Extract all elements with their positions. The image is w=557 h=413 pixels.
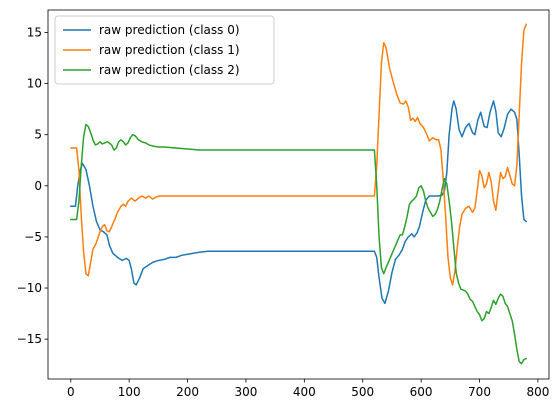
y-tick-label: −5 bbox=[24, 230, 42, 244]
y-axis: −15 −10 −5 0 5 10 15 bbox=[17, 25, 48, 346]
x-tick-label: 800 bbox=[526, 385, 549, 399]
x-tick-label: 500 bbox=[351, 385, 374, 399]
y-tick-label: 10 bbox=[27, 77, 42, 91]
axes-frame bbox=[47, 9, 550, 380]
legend-label-class-1: raw prediction (class 1) bbox=[99, 43, 240, 57]
x-tick-label: 700 bbox=[468, 385, 491, 399]
legend-label-class-0: raw prediction (class 0) bbox=[99, 23, 240, 37]
y-tick-label: 5 bbox=[34, 128, 42, 142]
series-layer bbox=[70, 23, 527, 365]
x-tick-label: 200 bbox=[176, 385, 199, 399]
y-tick-label: 0 bbox=[34, 179, 42, 193]
y-tick-label: −10 bbox=[17, 281, 42, 295]
x-tick-label: 300 bbox=[234, 385, 257, 399]
x-tick-label: 400 bbox=[293, 385, 316, 399]
x-tick-label: 100 bbox=[118, 385, 141, 399]
series-line-class-2 bbox=[70, 123, 527, 365]
legend-box bbox=[54, 15, 275, 85]
series-line-class-1 bbox=[70, 23, 527, 286]
x-tick-label: 600 bbox=[410, 385, 433, 399]
y-tick-label: −15 bbox=[17, 332, 42, 346]
series-line-class-0 bbox=[70, 100, 527, 305]
legend-label-class-2: raw prediction (class 2) bbox=[99, 63, 240, 77]
x-tick-label: 0 bbox=[67, 385, 75, 399]
y-tick-label: 15 bbox=[27, 25, 42, 39]
legend: raw prediction (class 0) raw prediction (… bbox=[54, 15, 275, 85]
x-axis: 0 100 200 300 400 500 600 700 800 bbox=[67, 379, 549, 399]
